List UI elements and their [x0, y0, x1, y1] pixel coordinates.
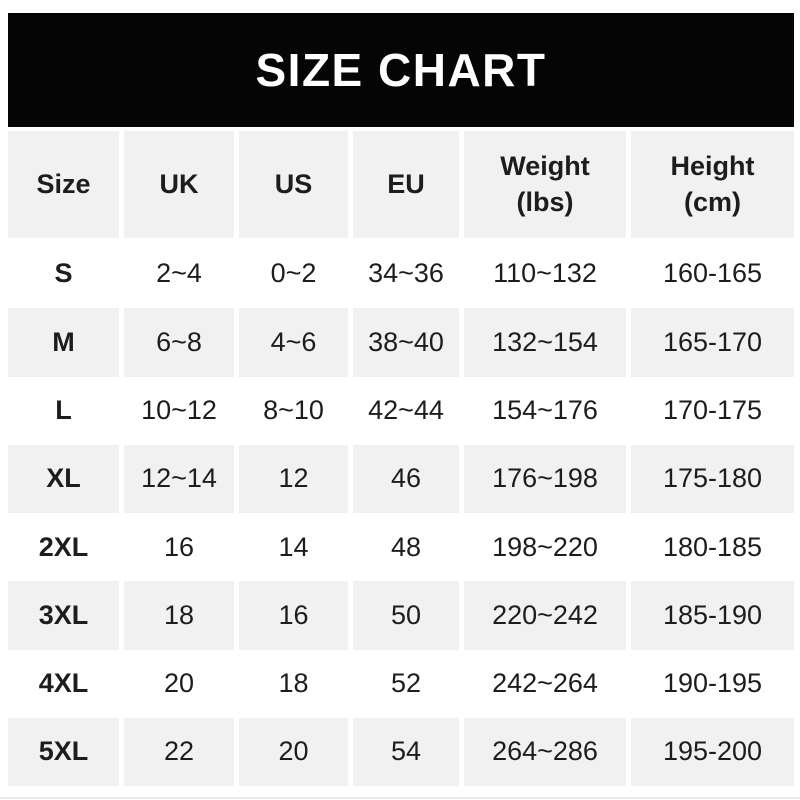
table-cell: 176~198 — [464, 444, 626, 514]
table-cell: 220~242 — [464, 581, 626, 650]
table-cell: 160-165 — [631, 240, 794, 309]
banner: SIZE CHART — [8, 13, 794, 127]
size-label: XL — [8, 444, 119, 514]
table-cell: 6~8 — [124, 308, 234, 377]
column-header-uk: UK — [124, 131, 234, 238]
table-cell: 2~4 — [124, 240, 234, 309]
table-body: S 2~4 0~2 34~36 110~132 160-165 M 6~8 4~6 38~40 13… — [8, 240, 794, 787]
table-row-3xl: 3XL 18 16 50 220~242 185-190 — [8, 581, 794, 650]
table-cell: 20 — [124, 649, 234, 719]
size-label: 4XL — [8, 649, 119, 719]
table-cell: 12 — [239, 444, 348, 514]
table-cell: 16 — [239, 581, 348, 650]
table-row-2xl: 2XL 16 14 48 198~220 180-185 — [8, 513, 794, 582]
bottom-divider — [0, 797, 800, 799]
column-header-size: Size — [8, 131, 119, 238]
table-cell: 46 — [353, 444, 459, 514]
table-cell: 165-170 — [631, 308, 794, 377]
table-cell: 22 — [124, 718, 234, 787]
table-cell: 50 — [353, 581, 459, 650]
table-cell: 132~154 — [464, 308, 626, 377]
size-label: 2XL — [8, 513, 119, 582]
table-cell: 170-175 — [631, 376, 794, 445]
table-row-m: M 6~8 4~6 38~40 132~154 165-170 — [8, 308, 794, 377]
size-label: L — [8, 376, 119, 445]
column-header-eu: EU — [353, 131, 459, 238]
size-label: S — [8, 240, 119, 309]
column-header-height: Height (cm) — [631, 131, 794, 238]
table-cell: 34~36 — [353, 240, 459, 309]
table-cell: 8~10 — [239, 376, 348, 445]
table-cell: 54 — [353, 718, 459, 787]
table-row-s: S 2~4 0~2 34~36 110~132 160-165 — [8, 240, 794, 309]
table-cell: 16 — [124, 513, 234, 582]
table-cell: 195-200 — [631, 718, 794, 787]
table-cell: 42~44 — [353, 376, 459, 445]
table-cell: 185-190 — [631, 581, 794, 650]
table-cell: 18 — [239, 649, 348, 719]
size-label: M — [8, 308, 119, 377]
table-cell: 0~2 — [239, 240, 348, 309]
table-cell: 190-195 — [631, 649, 794, 719]
table-cell: 48 — [353, 513, 459, 582]
page-title: SIZE CHART — [255, 44, 547, 96]
table-row-l: L 10~12 8~10 42~44 154~176 170-175 — [8, 376, 794, 445]
table-cell: 175-180 — [631, 444, 794, 514]
table-row-4xl: 4XL 20 18 52 242~264 190-195 — [8, 649, 794, 719]
table-row-5xl: 5XL 22 20 54 264~286 195-200 — [8, 718, 794, 787]
table-cell: 14 — [239, 513, 348, 582]
table-row-xl: XL 12~14 12 46 176~198 175-180 — [8, 444, 794, 514]
table-cell: 20 — [239, 718, 348, 787]
table-cell: 4~6 — [239, 308, 348, 377]
table-cell: 198~220 — [464, 513, 626, 582]
table-cell: 264~286 — [464, 718, 626, 787]
table-header-row: Size UK US EU Weight (lbs) Height (cm) — [8, 131, 794, 238]
column-header-us: US — [239, 131, 348, 238]
table-cell: 38~40 — [353, 308, 459, 377]
table-cell: 12~14 — [124, 444, 234, 514]
table-cell: 10~12 — [124, 376, 234, 445]
table-cell: 110~132 — [464, 240, 626, 309]
table-cell: 180-185 — [631, 513, 794, 582]
table-cell: 18 — [124, 581, 234, 650]
size-table: Size UK US EU Weight (lbs) Height (cm) S 2~4 0~… — [8, 131, 794, 787]
size-label: 3XL — [8, 581, 119, 650]
column-header-weight: Weight (lbs) — [464, 131, 626, 238]
table-cell: 52 — [353, 649, 459, 719]
size-label: 5XL — [8, 718, 119, 787]
table-cell: 154~176 — [464, 376, 626, 445]
table-cell: 242~264 — [464, 649, 626, 719]
